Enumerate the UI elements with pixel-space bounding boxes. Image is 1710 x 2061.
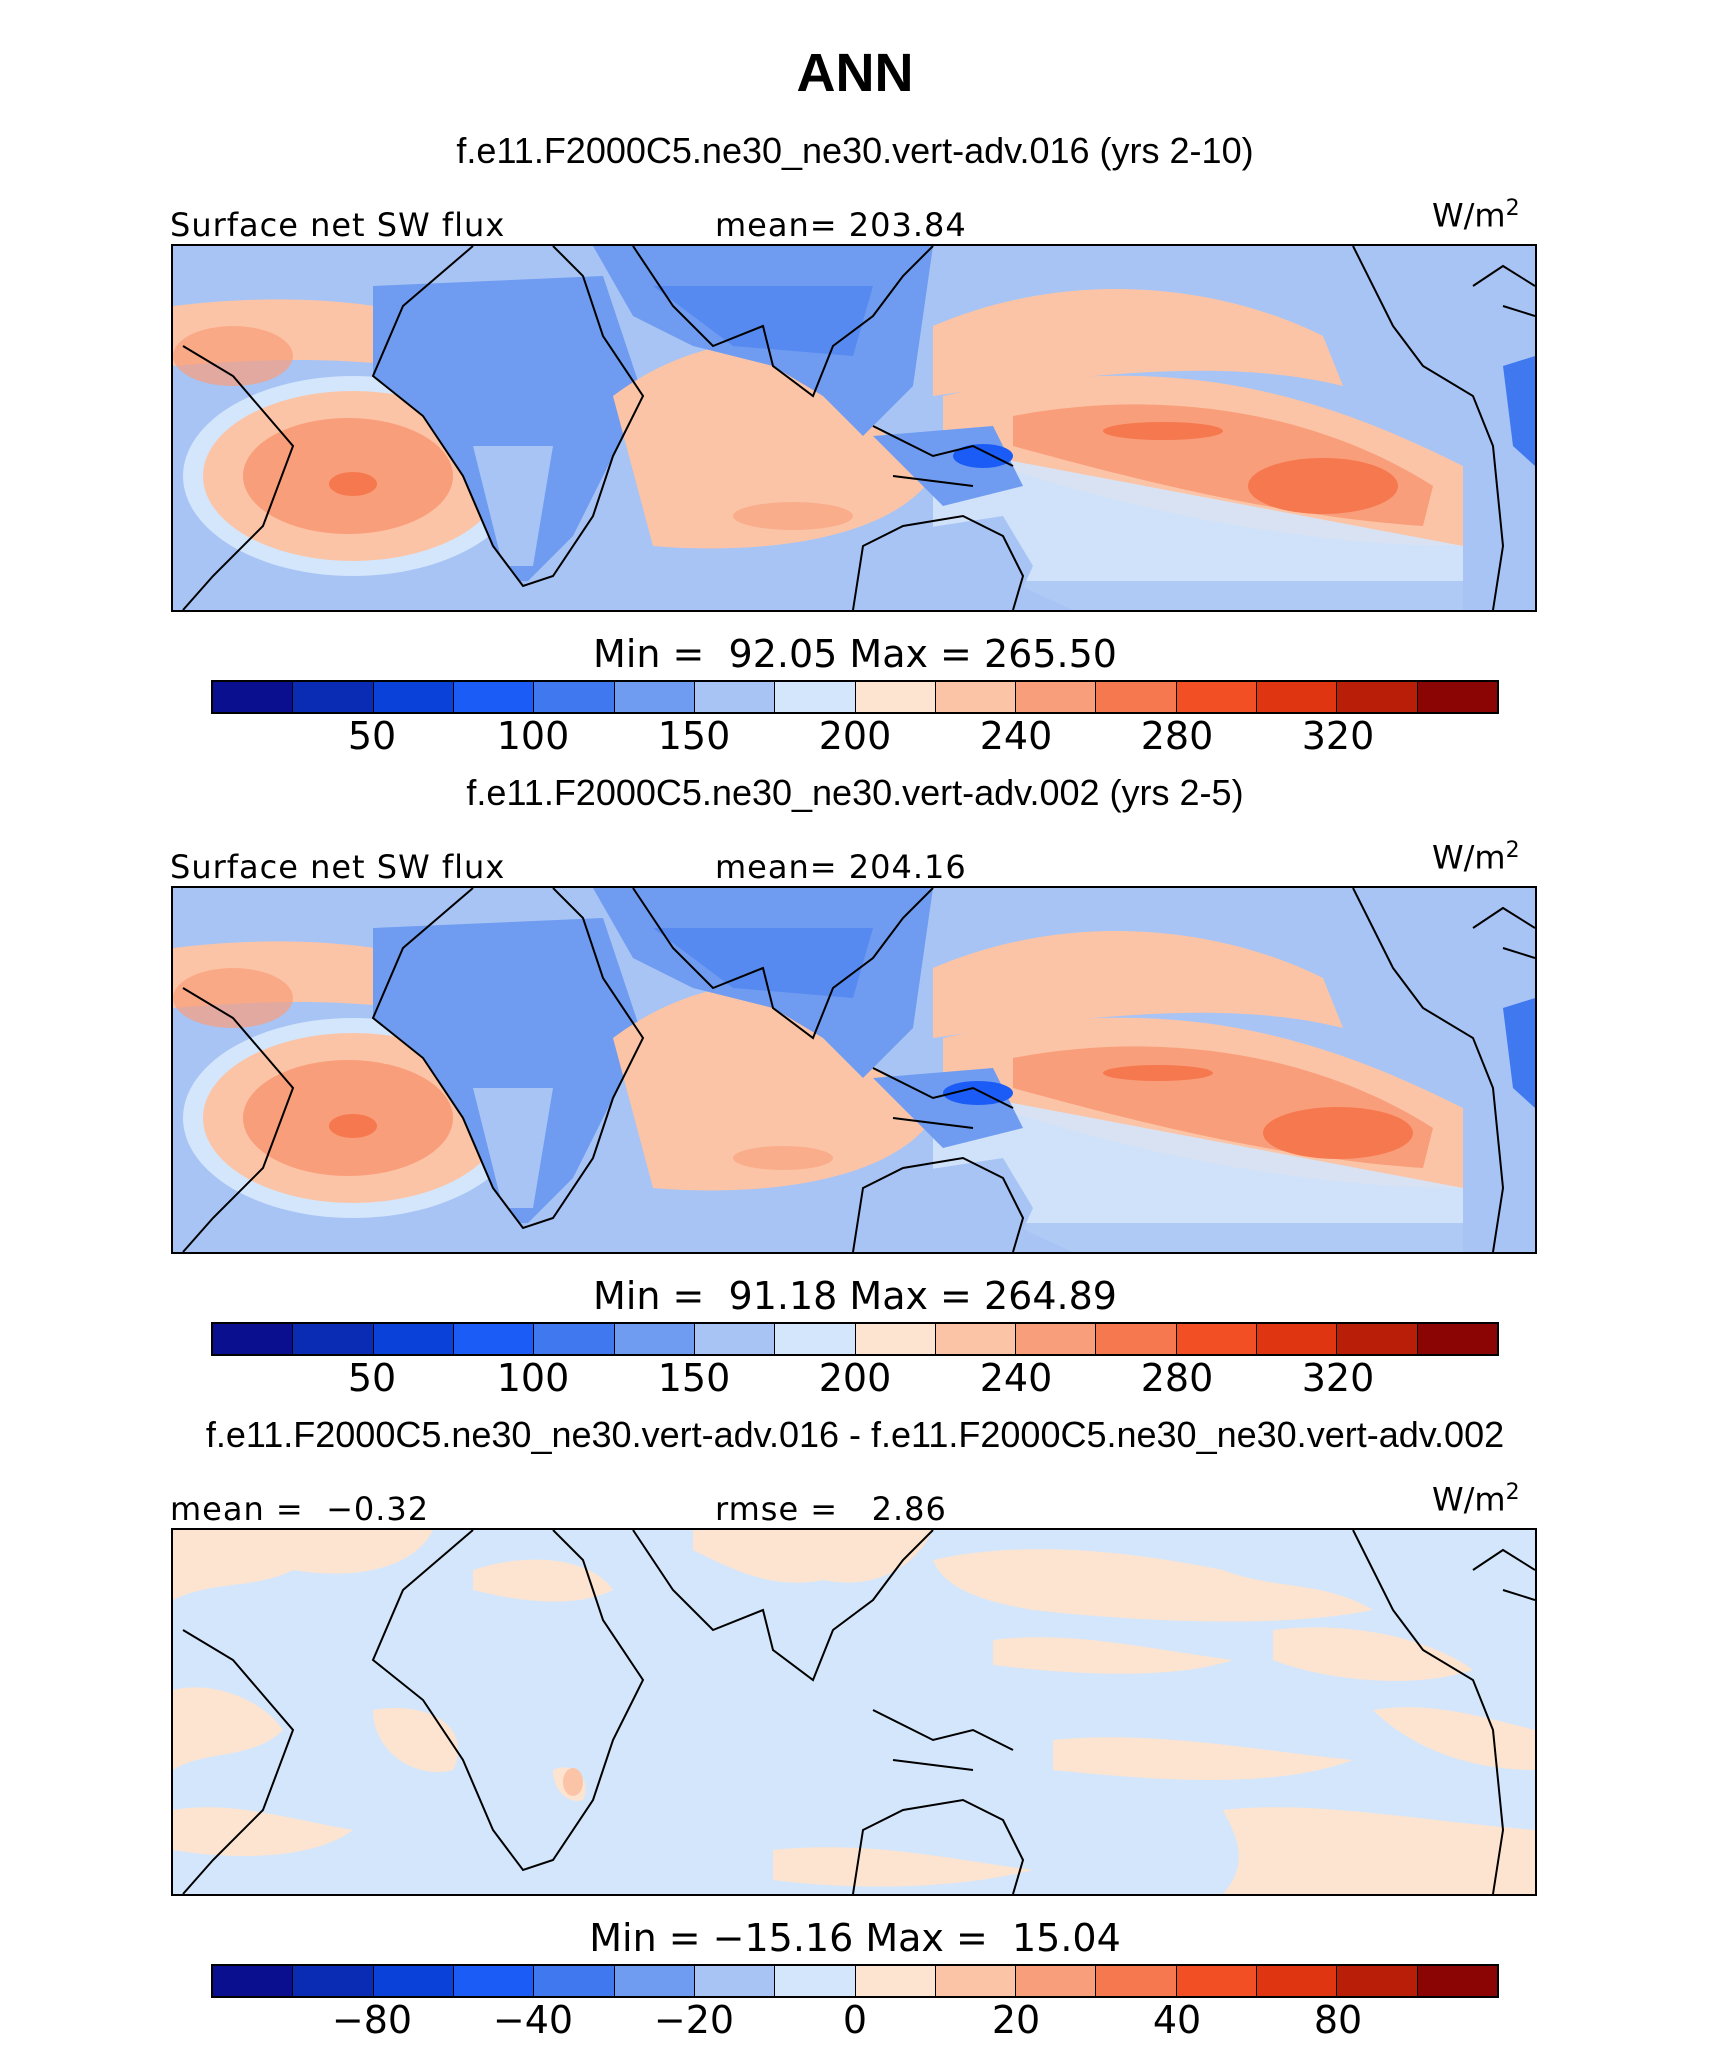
panel-2-colorbar-ticks: 50 100 150 200 240 280 320	[0, 1356, 1710, 1406]
colorbar-tick-label: 240	[979, 714, 1053, 758]
colorbar-box	[1337, 1324, 1418, 1354]
colorbar-tick-label: 280	[1140, 714, 1214, 758]
panel-2-variable-label: Surface net SW flux	[170, 848, 506, 886]
colorbar-tick-label: 40	[1152, 1998, 1202, 2042]
colorbar-box	[1016, 682, 1097, 712]
colorbar-tick-label: 0	[842, 1998, 868, 2042]
colorbar-box	[855, 1324, 936, 1354]
colorbar-box	[935, 682, 1017, 712]
colorbar-tick-label: 150	[657, 714, 731, 758]
colorbar-box	[694, 682, 776, 712]
colorbar-box	[373, 1966, 454, 1996]
colorbar-box	[1417, 1966, 1497, 1996]
colorbar-box	[614, 1966, 695, 1996]
colorbar-box	[1257, 1966, 1338, 1996]
colorbar-box	[453, 682, 535, 712]
panel-1-min-max: Min = 92.05 Max = 265.50	[593, 632, 1117, 676]
panel-1-case-title: f.e11.F2000C5.ne30_ne30.vert-adv.016 (yr…	[456, 130, 1254, 171]
panel-3-min-max: Min = −15.16 Max = 15.04	[589, 1916, 1121, 1960]
colorbar-tick-label: 150	[657, 1356, 731, 1400]
panel-3-case-title: f.e11.F2000C5.ne30_ne30.vert-adv.016 - f…	[205, 1414, 1505, 1455]
figure-title: ANN	[796, 43, 914, 103]
colorbar-box	[1417, 1324, 1497, 1354]
colorbar-tick-label: 240	[979, 1356, 1053, 1400]
colorbar-tick-label: 200	[818, 714, 892, 758]
colorbar-box	[614, 1324, 695, 1354]
colorbar-box	[1417, 682, 1497, 712]
panel-1-contour-field	[173, 246, 1535, 610]
colorbar-box	[1176, 682, 1258, 712]
colorbar-box	[213, 682, 294, 712]
colorbar-box	[213, 1966, 294, 1996]
panel-2-min-max: Min = 91.18 Max = 264.89	[593, 1274, 1117, 1318]
colorbar-box	[1016, 1966, 1097, 1996]
colorbar-box	[534, 1966, 615, 1996]
colorbar-tick-label: 320	[1301, 714, 1375, 758]
panel-2-mean-label: mean= 204.16	[715, 848, 967, 886]
panel-3-rmse-label: rmse = 2.86	[715, 1490, 947, 1528]
colorbar-tick-label: 320	[1301, 1356, 1375, 1400]
colorbar-tick-label: 20	[991, 1998, 1041, 2042]
colorbar-tick-label: 50	[347, 714, 397, 758]
colorbar-box	[293, 1324, 374, 1354]
colorbar-box	[935, 1324, 1017, 1354]
colorbar-box	[373, 1324, 454, 1354]
colorbar-box	[1096, 682, 1177, 712]
panel-3-colorbar-ticks: −80 −40 −20 0 20 40 80	[0, 1998, 1710, 2048]
colorbar-tick-label: 200	[818, 1356, 892, 1400]
colorbar-tick-label: 50	[347, 1356, 397, 1400]
colorbar-box	[293, 682, 374, 712]
panel-2-case-title: f.e11.F2000C5.ne30_ne30.vert-adv.002 (yr…	[466, 772, 1244, 813]
colorbar-box	[1176, 1324, 1258, 1354]
panel-2-units: W/m2	[1432, 838, 1520, 877]
colorbar-box	[855, 1966, 936, 1996]
colorbar-box	[614, 682, 695, 712]
colorbar-box	[453, 1324, 535, 1354]
colorbar-box	[293, 1966, 374, 1996]
panel-3-map	[171, 1528, 1537, 1896]
panel-2-colorbar	[211, 1322, 1499, 1356]
colorbar-box	[775, 1324, 856, 1354]
colorbar-box	[534, 1324, 615, 1354]
panel-3-units: W/m2	[1432, 1480, 1520, 1519]
panel-3-colorbar	[211, 1964, 1499, 1998]
colorbar-tick-label: 80	[1313, 1998, 1363, 2042]
panel-1-map	[171, 244, 1537, 612]
panel-1-colorbar-ticks: 50 100 150 200 240 280 320	[0, 714, 1710, 764]
colorbar-box	[775, 1966, 856, 1996]
colorbar-tick-label: 280	[1140, 1356, 1214, 1400]
colorbar-box	[453, 1966, 535, 1996]
colorbar-box	[1257, 1324, 1338, 1354]
colorbar-tick-label: −20	[653, 1998, 735, 2042]
panel-2-contour-field	[173, 888, 1535, 1252]
colorbar-tick-label: −80	[331, 1998, 413, 2042]
colorbar-box	[213, 1324, 294, 1354]
colorbar-tick-label: 100	[496, 714, 570, 758]
colorbar-box	[1257, 682, 1338, 712]
colorbar-box	[373, 682, 454, 712]
panel-2-map	[171, 886, 1537, 1254]
panel-3-mean-label: mean = −0.32	[170, 1490, 430, 1528]
colorbar-box	[1337, 1966, 1418, 1996]
panel-1-colorbar	[211, 680, 1499, 714]
colorbar-box	[1096, 1324, 1177, 1354]
colorbar-box	[534, 682, 615, 712]
colorbar-box	[935, 1966, 1017, 1996]
panel-1-mean-label: mean= 203.84	[715, 206, 967, 244]
colorbar-tick-label: 100	[496, 1356, 570, 1400]
colorbar-box	[1337, 682, 1418, 712]
panel-1-units: W/m2	[1432, 196, 1520, 235]
colorbar-box	[1096, 1966, 1177, 1996]
colorbar-box	[694, 1966, 776, 1996]
panel-3-contour-field	[173, 1530, 1535, 1894]
colorbar-box	[694, 1324, 776, 1354]
colorbar-box	[775, 682, 856, 712]
colorbar-box	[855, 682, 936, 712]
panel-1-variable-label: Surface net SW flux	[170, 206, 506, 244]
colorbar-box	[1016, 1324, 1097, 1354]
colorbar-tick-label: −40	[492, 1998, 574, 2042]
colorbar-box	[1176, 1966, 1258, 1996]
